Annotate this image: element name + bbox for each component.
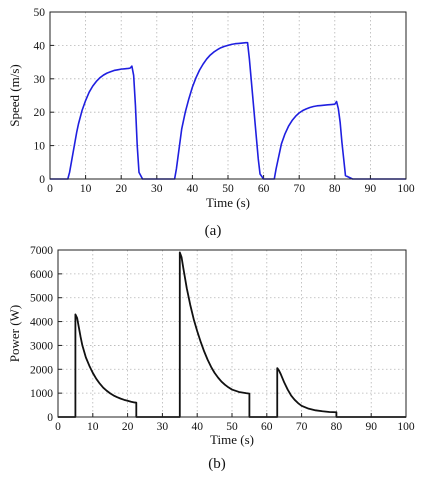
x-tick-label: 100	[397, 421, 415, 433]
x-tick-label: 60	[258, 183, 270, 195]
y-tick-label: 0	[47, 412, 53, 424]
y-tick-label: 30	[34, 74, 46, 86]
chart-power: 0 10 20 30 40 50 60 70 80 90 100 0 1000 2000 3000 4000…	[7, 245, 415, 472]
y-tick-label: 6000	[30, 269, 53, 281]
panel-label-b: (b)	[208, 456, 226, 472]
x-tick-label: 0	[55, 421, 61, 433]
y-axis-label-a: Speed (m/s)	[7, 64, 22, 126]
y-tick-label: 7000	[30, 245, 53, 257]
plot-frame-a	[49, 11, 407, 180]
x-tick-label: 10	[80, 183, 92, 195]
x-tick-label: 40	[187, 183, 199, 195]
x-tick-label: 50	[226, 421, 238, 433]
x-axis-label-b: Time (s)	[210, 432, 254, 447]
y-ticks-b: 0 1000 2000 3000 4000 5000 6000 7000	[30, 245, 62, 424]
speed-line	[50, 41, 406, 180]
grid-a	[50, 12, 406, 179]
x-tick-label: 20	[115, 183, 127, 195]
y-tick-label: 10	[34, 141, 46, 153]
x-tick-label: 90	[365, 183, 377, 195]
y-tick-label: 50	[34, 7, 46, 19]
x-tick-label: 40	[191, 421, 203, 433]
x-tick-label: 30	[157, 421, 169, 433]
x-axis-label-a: Time (s)	[206, 195, 250, 210]
y-tick-label: 5000	[30, 293, 53, 305]
x-tick-label: 50	[222, 183, 234, 195]
y-tick-label: 20	[34, 107, 46, 119]
x-tick-label: 30	[151, 183, 163, 195]
y-tick-label: 0	[39, 174, 45, 186]
x-ticks-b: 0 10 20 30 40 50 60 70 80 90 100	[55, 413, 415, 433]
x-tick-label: 90	[365, 421, 377, 433]
power-line	[58, 251, 406, 418]
panel-label-a: (a)	[205, 223, 222, 239]
x-tick-label: 70	[293, 183, 305, 195]
y-tick-label: 4000	[30, 317, 53, 329]
x-tick-label: 80	[329, 183, 341, 195]
x-tick-label: 20	[122, 421, 134, 433]
grid-b	[58, 250, 406, 417]
x-tick-label: 70	[296, 421, 308, 433]
y-tick-label: 1000	[30, 388, 53, 400]
plot-frame-b	[57, 249, 407, 418]
y-tick-label: 40	[34, 40, 46, 52]
x-tick-label: 60	[261, 421, 273, 433]
y-tick-label: 3000	[30, 340, 53, 352]
x-tick-label: 10	[87, 421, 99, 433]
x-tick-label: 100	[397, 183, 415, 195]
y-tick-label: 2000	[30, 364, 53, 376]
x-ticks-a: 0 10 20 30 40 50 60 70 80 90 100	[47, 175, 415, 195]
chart-speed: 0 10 20 30 40 50 60 70 80 90 100 0 10 20 30 40 50 Time …	[7, 7, 415, 239]
y-ticks-a: 0 10 20 30 40 50	[34, 7, 54, 186]
x-tick-label: 0	[47, 183, 53, 195]
y-axis-label-b: Power (W)	[7, 305, 22, 362]
x-tick-label: 80	[331, 421, 343, 433]
